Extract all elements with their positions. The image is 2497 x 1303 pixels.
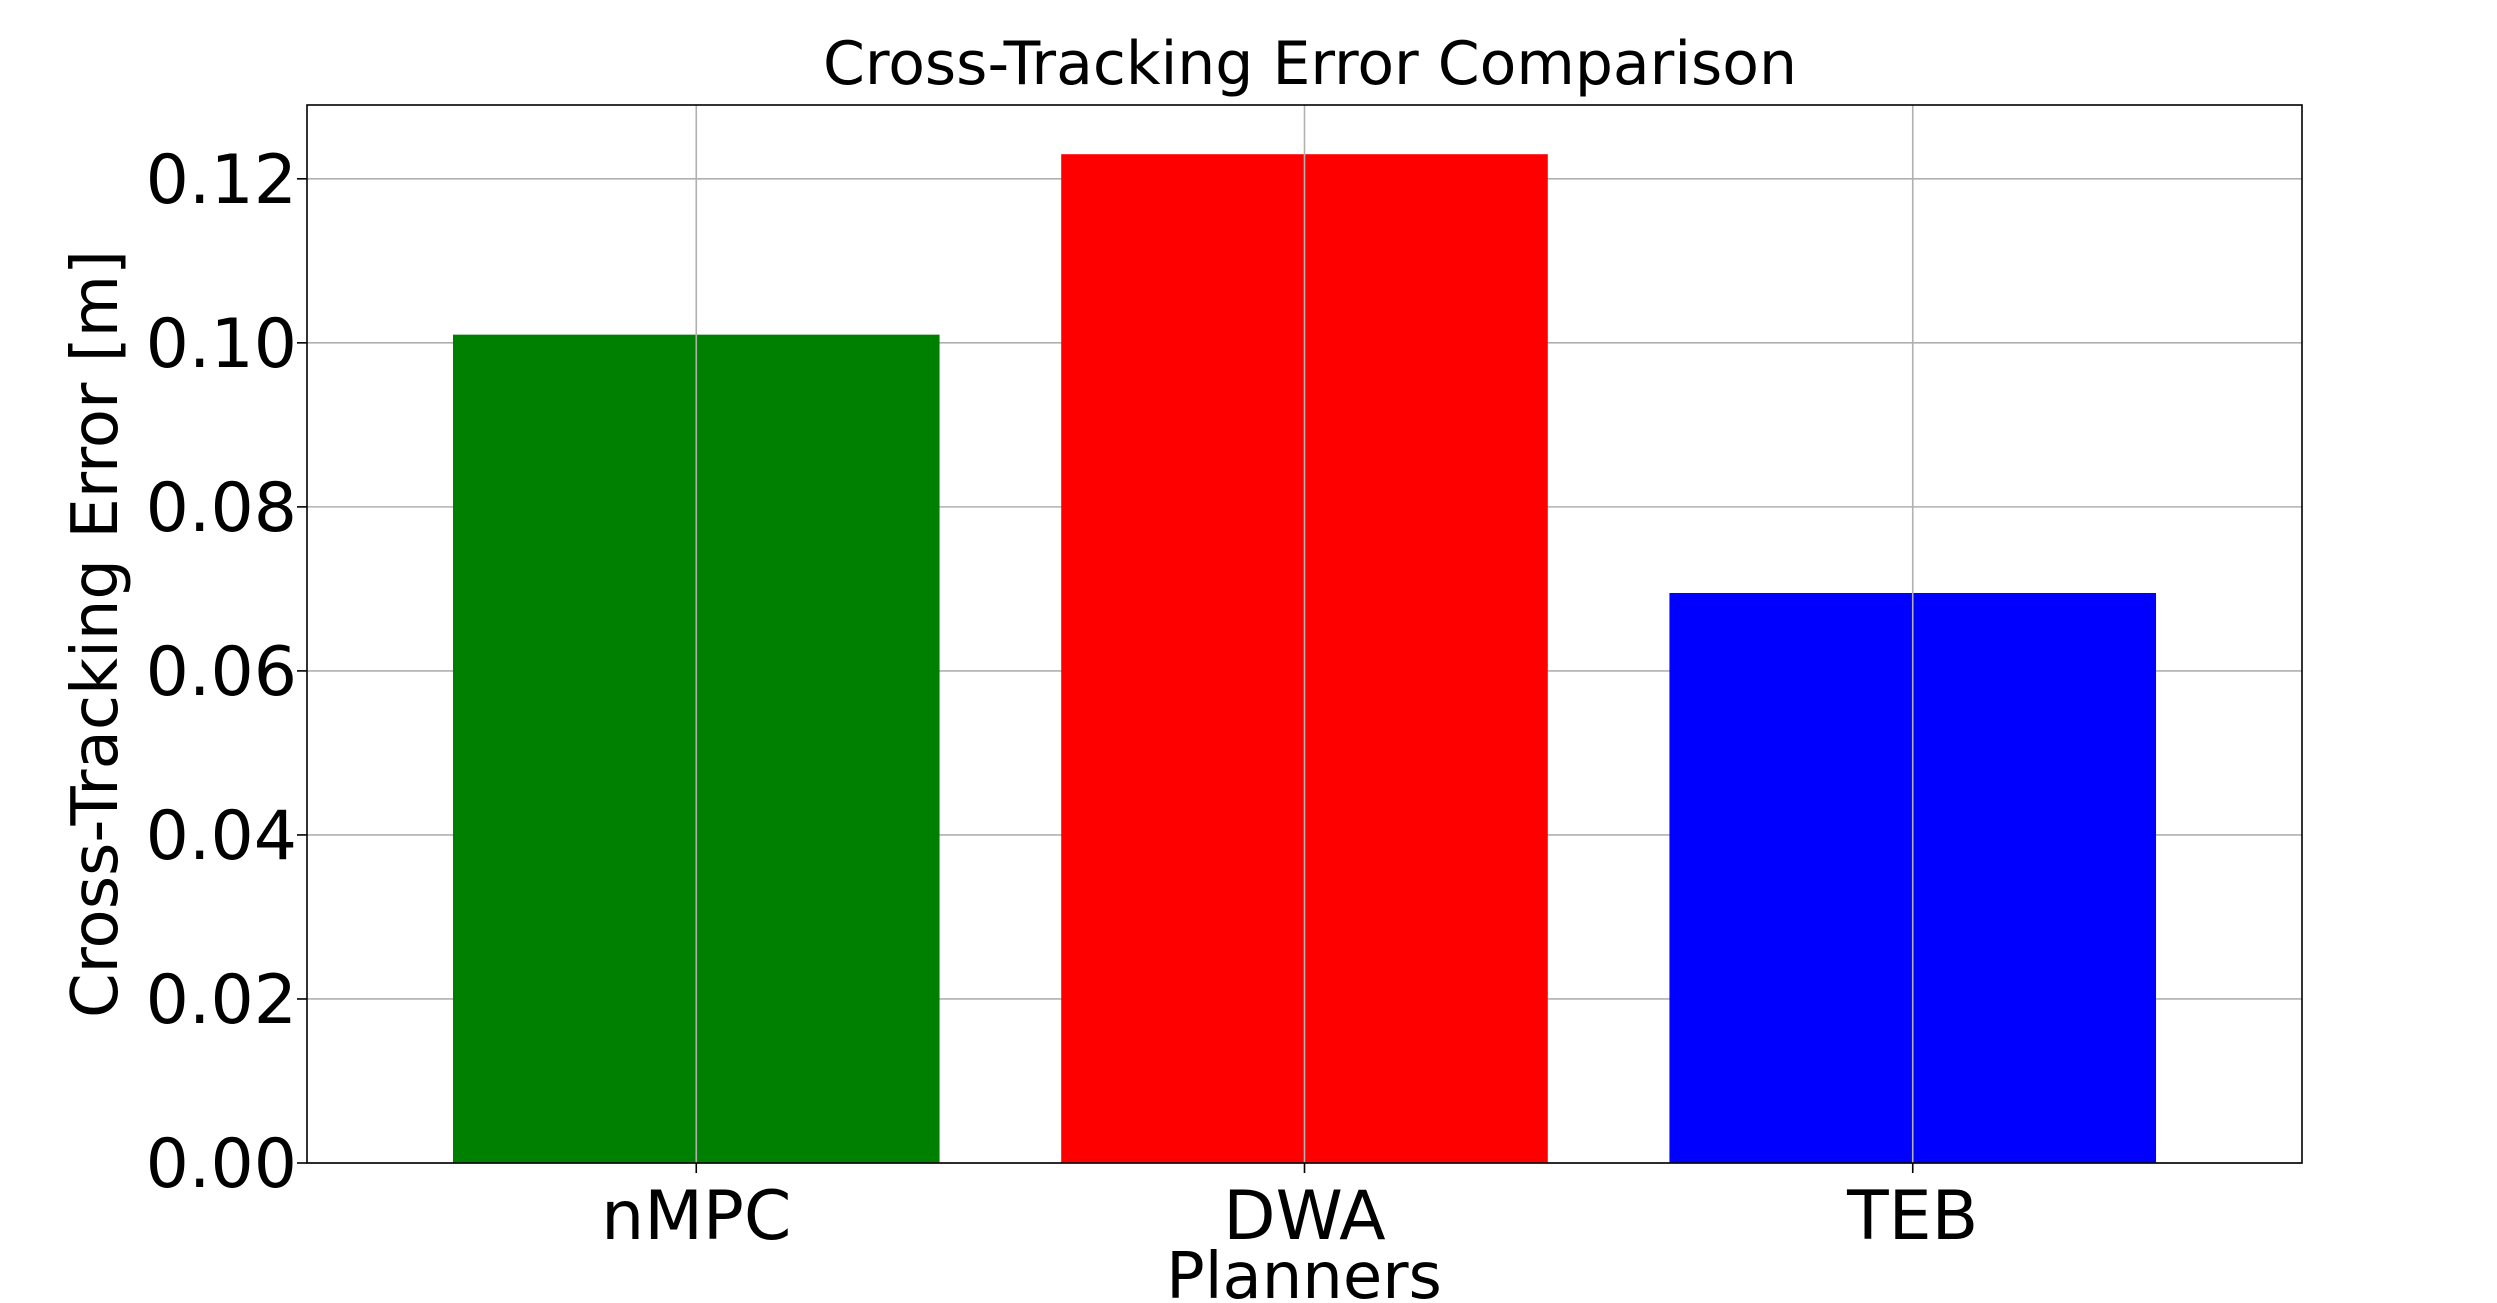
- y-tick-label: 0.02: [146, 961, 297, 1040]
- y-tick-label: 0.12: [146, 141, 297, 220]
- chart-title: Cross-Tracking Error Comparison: [823, 29, 1797, 99]
- y-axis-ticks: 0.00 0.02 0.04 0.06 0.08 0.10 0.12: [146, 141, 307, 1204]
- x-axis-ticks: nMPC DWA TEB: [601, 1163, 1978, 1256]
- y-axis-title: Cross-Tracking Error [m]: [59, 250, 133, 1018]
- y-tick-label: 0.10: [146, 305, 297, 384]
- x-axis-title: Planners: [1166, 1240, 1442, 1303]
- x-tick-label: nMPC: [601, 1177, 791, 1256]
- y-tick-label: 0.04: [146, 797, 297, 876]
- x-tick-label: DWA: [1223, 1177, 1385, 1256]
- vertical-grid-lines: [695, 105, 1914, 1163]
- y-tick-label: 0.00: [146, 1125, 297, 1204]
- y-tick-label: 0.08: [146, 469, 297, 548]
- x-tick-label: TEB: [1846, 1177, 1978, 1256]
- y-tick-label: 0.06: [146, 633, 297, 712]
